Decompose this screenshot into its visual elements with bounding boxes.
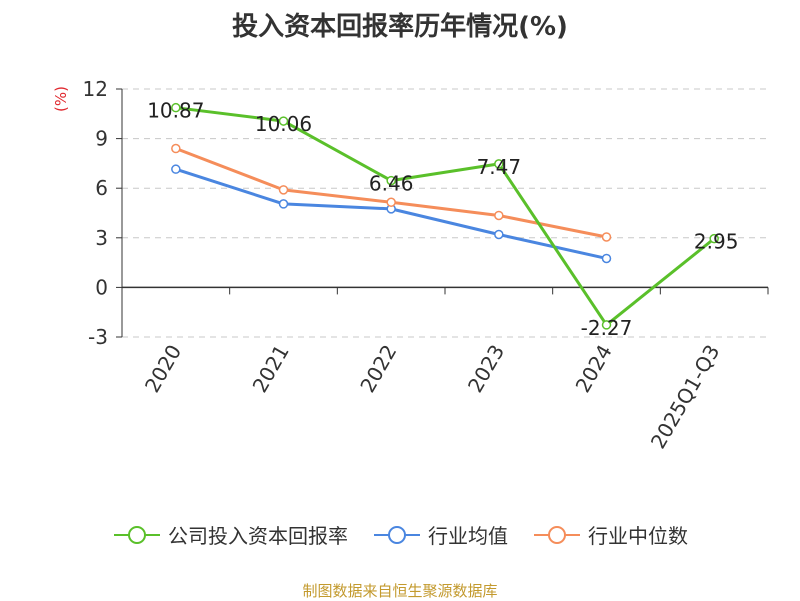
legend-item[interactable]: 行业均值 [372,520,508,549]
data-point [709,233,719,244]
legend-line-icon [114,525,160,544]
data-point [494,210,504,221]
data-point [601,320,612,330]
data-point [601,232,612,242]
data-point [278,116,289,126]
data-label: -2.27 [581,316,633,340]
y-tick-label: 3 [95,226,108,250]
data-label: 10.06 [255,112,312,136]
legend-label: 公司投入资本回报率 [168,524,348,548]
data-point [171,143,181,154]
data-source-note: 制图数据来自恒生聚源数据库 [302,582,498,600]
x-tick-label: 2022 [355,341,401,397]
series-line [175,106,716,327]
chart-legend: 公司投入资本回报率 行业均值 行业中位数 [0,520,800,549]
x-tick-label: 2023 [463,341,509,397]
data-point [494,159,504,169]
data-point [601,253,612,264]
data-point [386,175,396,186]
data-point [494,229,504,240]
data-point [278,185,289,195]
data-point [278,199,289,209]
x-tick-label: 2020 [140,341,186,397]
x-tick-label: 2021 [248,341,294,397]
legend-label: 行业中位数 [588,524,688,548]
data-point [171,102,181,113]
data-point [171,164,181,174]
y-tick-label: -3 [88,325,108,349]
legend-line-icon [534,525,580,544]
data-point [386,197,396,208]
data-label: 2.95 [694,230,739,254]
data-label: 6.46 [369,172,414,196]
chart-title: 投入资本回报率历年情况(%) [232,12,568,42]
legend-line-icon [374,525,420,544]
legend-item[interactable]: 公司投入资本回报率 [112,520,348,549]
y-tick-label: 0 [95,275,108,299]
data-label: 7.47 [477,155,522,179]
x-tick-label: 2024 [571,341,617,397]
y-tick-label: 12 [83,77,108,101]
legend-label: 行业均值 [428,524,508,548]
y-tick-label: 9 [95,127,108,151]
data-label: 10.87 [147,99,204,123]
y-tick-label: 6 [95,176,108,200]
line-chart: -3 0 3 6 9 12 2020 2021 2022 2023 2024 2025Q1-Q3 10.… [83,77,769,453]
legend-item[interactable]: 行业中位数 [532,520,688,549]
x-tick-label: 2025Q1-Q3 [646,341,725,453]
